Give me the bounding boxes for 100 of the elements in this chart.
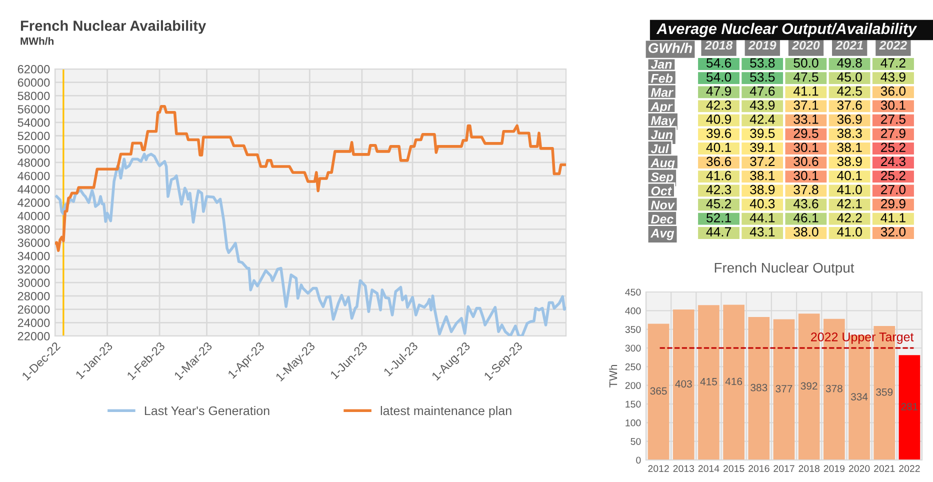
y-tick-label: Jan [650, 60, 672, 69]
y-tick-label: 62000 [18, 65, 50, 74]
y-tick-label: 100 [626, 419, 641, 426]
data-label: 39.6 [706, 128, 732, 138]
y-tick-label: Jun [650, 130, 672, 140]
y-tick-label: Feb [650, 74, 673, 83]
data-label: 42.3 [706, 184, 732, 194]
y-tick-label: 52000 [18, 132, 50, 140]
data-label: 25.2 [881, 170, 906, 180]
data-label: 47.5 [793, 72, 818, 82]
data-label: 25.2 [881, 142, 906, 152]
bar [648, 324, 670, 460]
data-label: 41.1 [880, 213, 906, 222]
x-tick-label: 2018 [798, 465, 820, 472]
x-tick-label: 2019 [824, 465, 845, 472]
data-label: 41.0 [837, 227, 862, 237]
data-label: 38.1 [750, 170, 775, 180]
y-tick-label: 28000 [18, 292, 50, 300]
x-tick-label: 2018 [704, 40, 733, 50]
y-tick-label: 350 [625, 326, 641, 333]
data-label: 29.5 [794, 128, 818, 138]
y-tick-label: 150 [626, 400, 641, 408]
data-label: 50.0 [794, 58, 818, 68]
data-label: 47.9 [706, 86, 732, 96]
data-label: 44.7 [706, 227, 731, 236]
y-tick-label: Apr [650, 102, 673, 114]
data-label: 41.6 [706, 170, 732, 180]
x-tick-label: 2020 [848, 465, 870, 472]
data-label: 49.8 [837, 58, 862, 68]
data-label: 54.6 [706, 58, 732, 68]
chart-title: French Nuclear Output [714, 262, 854, 276]
data-label: 416 [725, 378, 742, 386]
bar [723, 304, 744, 460]
data-label: 37.2 [750, 156, 775, 166]
data-label: 47.2 [880, 58, 906, 68]
data-label: 41.0 [837, 184, 862, 194]
y-tick-label: 250 [625, 363, 641, 370]
y-tick-label: 300 [625, 344, 641, 352]
bar [898, 355, 920, 460]
x-tick-label: 2022 [879, 40, 907, 50]
y-tick-label: 34000 [18, 252, 50, 260]
data-label: 42.5 [837, 86, 862, 96]
y-tick-label: 36000 [18, 238, 50, 247]
x-tick-label: 2021 [874, 465, 895, 472]
y-tick-label: Mar [650, 88, 674, 97]
x-tick-label: 2013 [673, 465, 694, 472]
data-label: 32.0 [880, 227, 906, 237]
legend-label: latest maintenance plan [380, 406, 512, 418]
y-tick-label: 54000 [18, 118, 50, 127]
data-label: 39.5 [750, 128, 775, 138]
data-label: 43.6 [793, 199, 818, 208]
y-tick-label: 40000 [18, 212, 50, 220]
data-label: 36.9 [837, 114, 862, 124]
data-label: 29.9 [881, 199, 906, 208]
data-label: 38.9 [750, 184, 775, 194]
bar [672, 310, 694, 460]
data-label: 30.1 [794, 142, 818, 152]
data-label: 37.8 [794, 184, 818, 194]
data-label: 377 [776, 385, 792, 392]
x-tick-label: 2012 [648, 465, 669, 472]
chart-title: French Nuclear Availability [20, 20, 206, 34]
x-tick-label: 2017 [774, 465, 794, 472]
data-label: 41.1 [793, 86, 818, 96]
data-label: 53.5 [750, 72, 775, 82]
data-label: 281 [901, 402, 918, 410]
y-tick-label: 48000 [18, 158, 50, 167]
data-label: 392 [800, 382, 818, 390]
bar [698, 305, 720, 460]
data-label: 44.1 [750, 213, 775, 222]
y-axis-title: GWh/h [648, 42, 692, 54]
data-label: 36.6 [706, 156, 732, 166]
data-label: 45.2 [706, 199, 731, 208]
data-label: 39.1 [750, 142, 775, 152]
data-label: 42.1 [837, 199, 862, 208]
data-label: 403 [675, 380, 692, 388]
data-label: 40.1 [706, 142, 731, 152]
data-label: 38.3 [837, 128, 862, 138]
data-label: 36.0 [880, 86, 906, 96]
data-label: 27.5 [881, 114, 906, 124]
x-tick-label: 2014 [698, 465, 720, 472]
data-label: 40.1 [837, 170, 862, 180]
data-label: 42.3 [706, 100, 732, 110]
y-tick-label: 50000 [18, 145, 50, 154]
x-tick-label: 2015 [723, 465, 744, 472]
y-tick-label: 42000 [18, 198, 50, 207]
bar [773, 319, 795, 460]
data-label: 45.0 [837, 72, 862, 82]
y-tick-label: May [650, 116, 676, 128]
y-tick-label: 56000 [18, 105, 50, 114]
y-tick-label: Avg [650, 228, 674, 240]
data-label: 38.9 [837, 156, 862, 166]
data-label: 378 [826, 384, 842, 392]
y-tick-label: 38000 [18, 225, 50, 234]
data-label: 38.1 [837, 142, 862, 152]
data-label: 27.9 [881, 128, 906, 138]
data-label: 54.0 [706, 72, 732, 82]
x-tick-label: 2020 [792, 40, 820, 50]
y-tick-label: 46000 [18, 172, 50, 180]
y-tick-label: 24000 [18, 318, 50, 328]
data-label: 38.0 [794, 227, 818, 237]
